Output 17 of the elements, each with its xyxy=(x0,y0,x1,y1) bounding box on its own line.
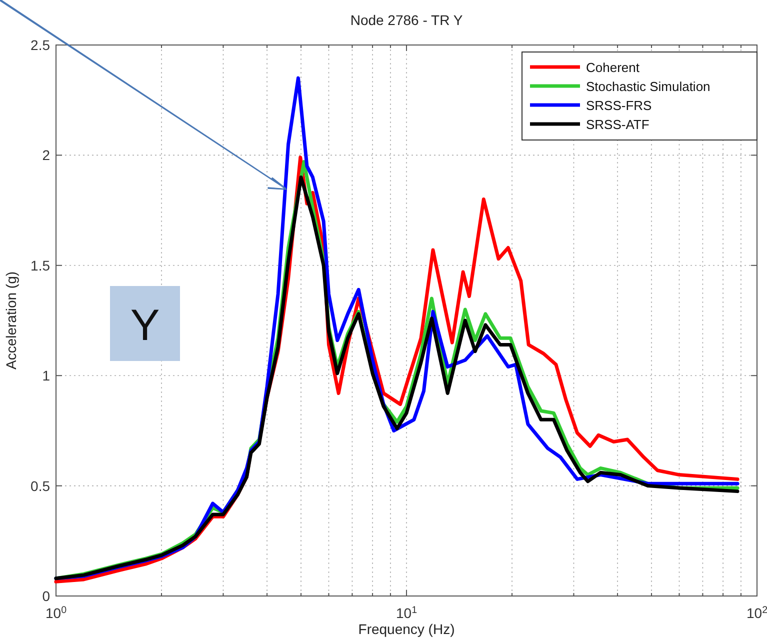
legend-label: Coherent xyxy=(586,60,640,75)
y-tick-label: 0.5 xyxy=(30,478,50,494)
legend-label: Stochastic Simulation xyxy=(586,79,710,94)
x-tick-label: 10$^{2}$ xyxy=(746,604,767,621)
x-tick-label: 10$^{1}$ xyxy=(396,604,418,621)
y-tick-label: 2.5 xyxy=(30,37,50,53)
y-tick-label: 2 xyxy=(42,147,50,164)
y-tick-label: 0 xyxy=(42,588,50,604)
legend-label: SRSS-ATF xyxy=(586,117,650,132)
y-tick-label: 1 xyxy=(42,368,50,384)
legend-label: SRSS-FRS xyxy=(586,98,652,113)
annotation: Y xyxy=(130,301,160,350)
chart-title: Node 2786 - TR Y xyxy=(350,12,464,28)
x-axis-title: Frequency (Hz) xyxy=(358,621,455,637)
y-tick-label: 1.5 xyxy=(30,257,50,274)
y-axis-title: Acceleration (g) xyxy=(3,271,19,370)
x-tick-label: 10$^{0}$ xyxy=(45,604,68,621)
